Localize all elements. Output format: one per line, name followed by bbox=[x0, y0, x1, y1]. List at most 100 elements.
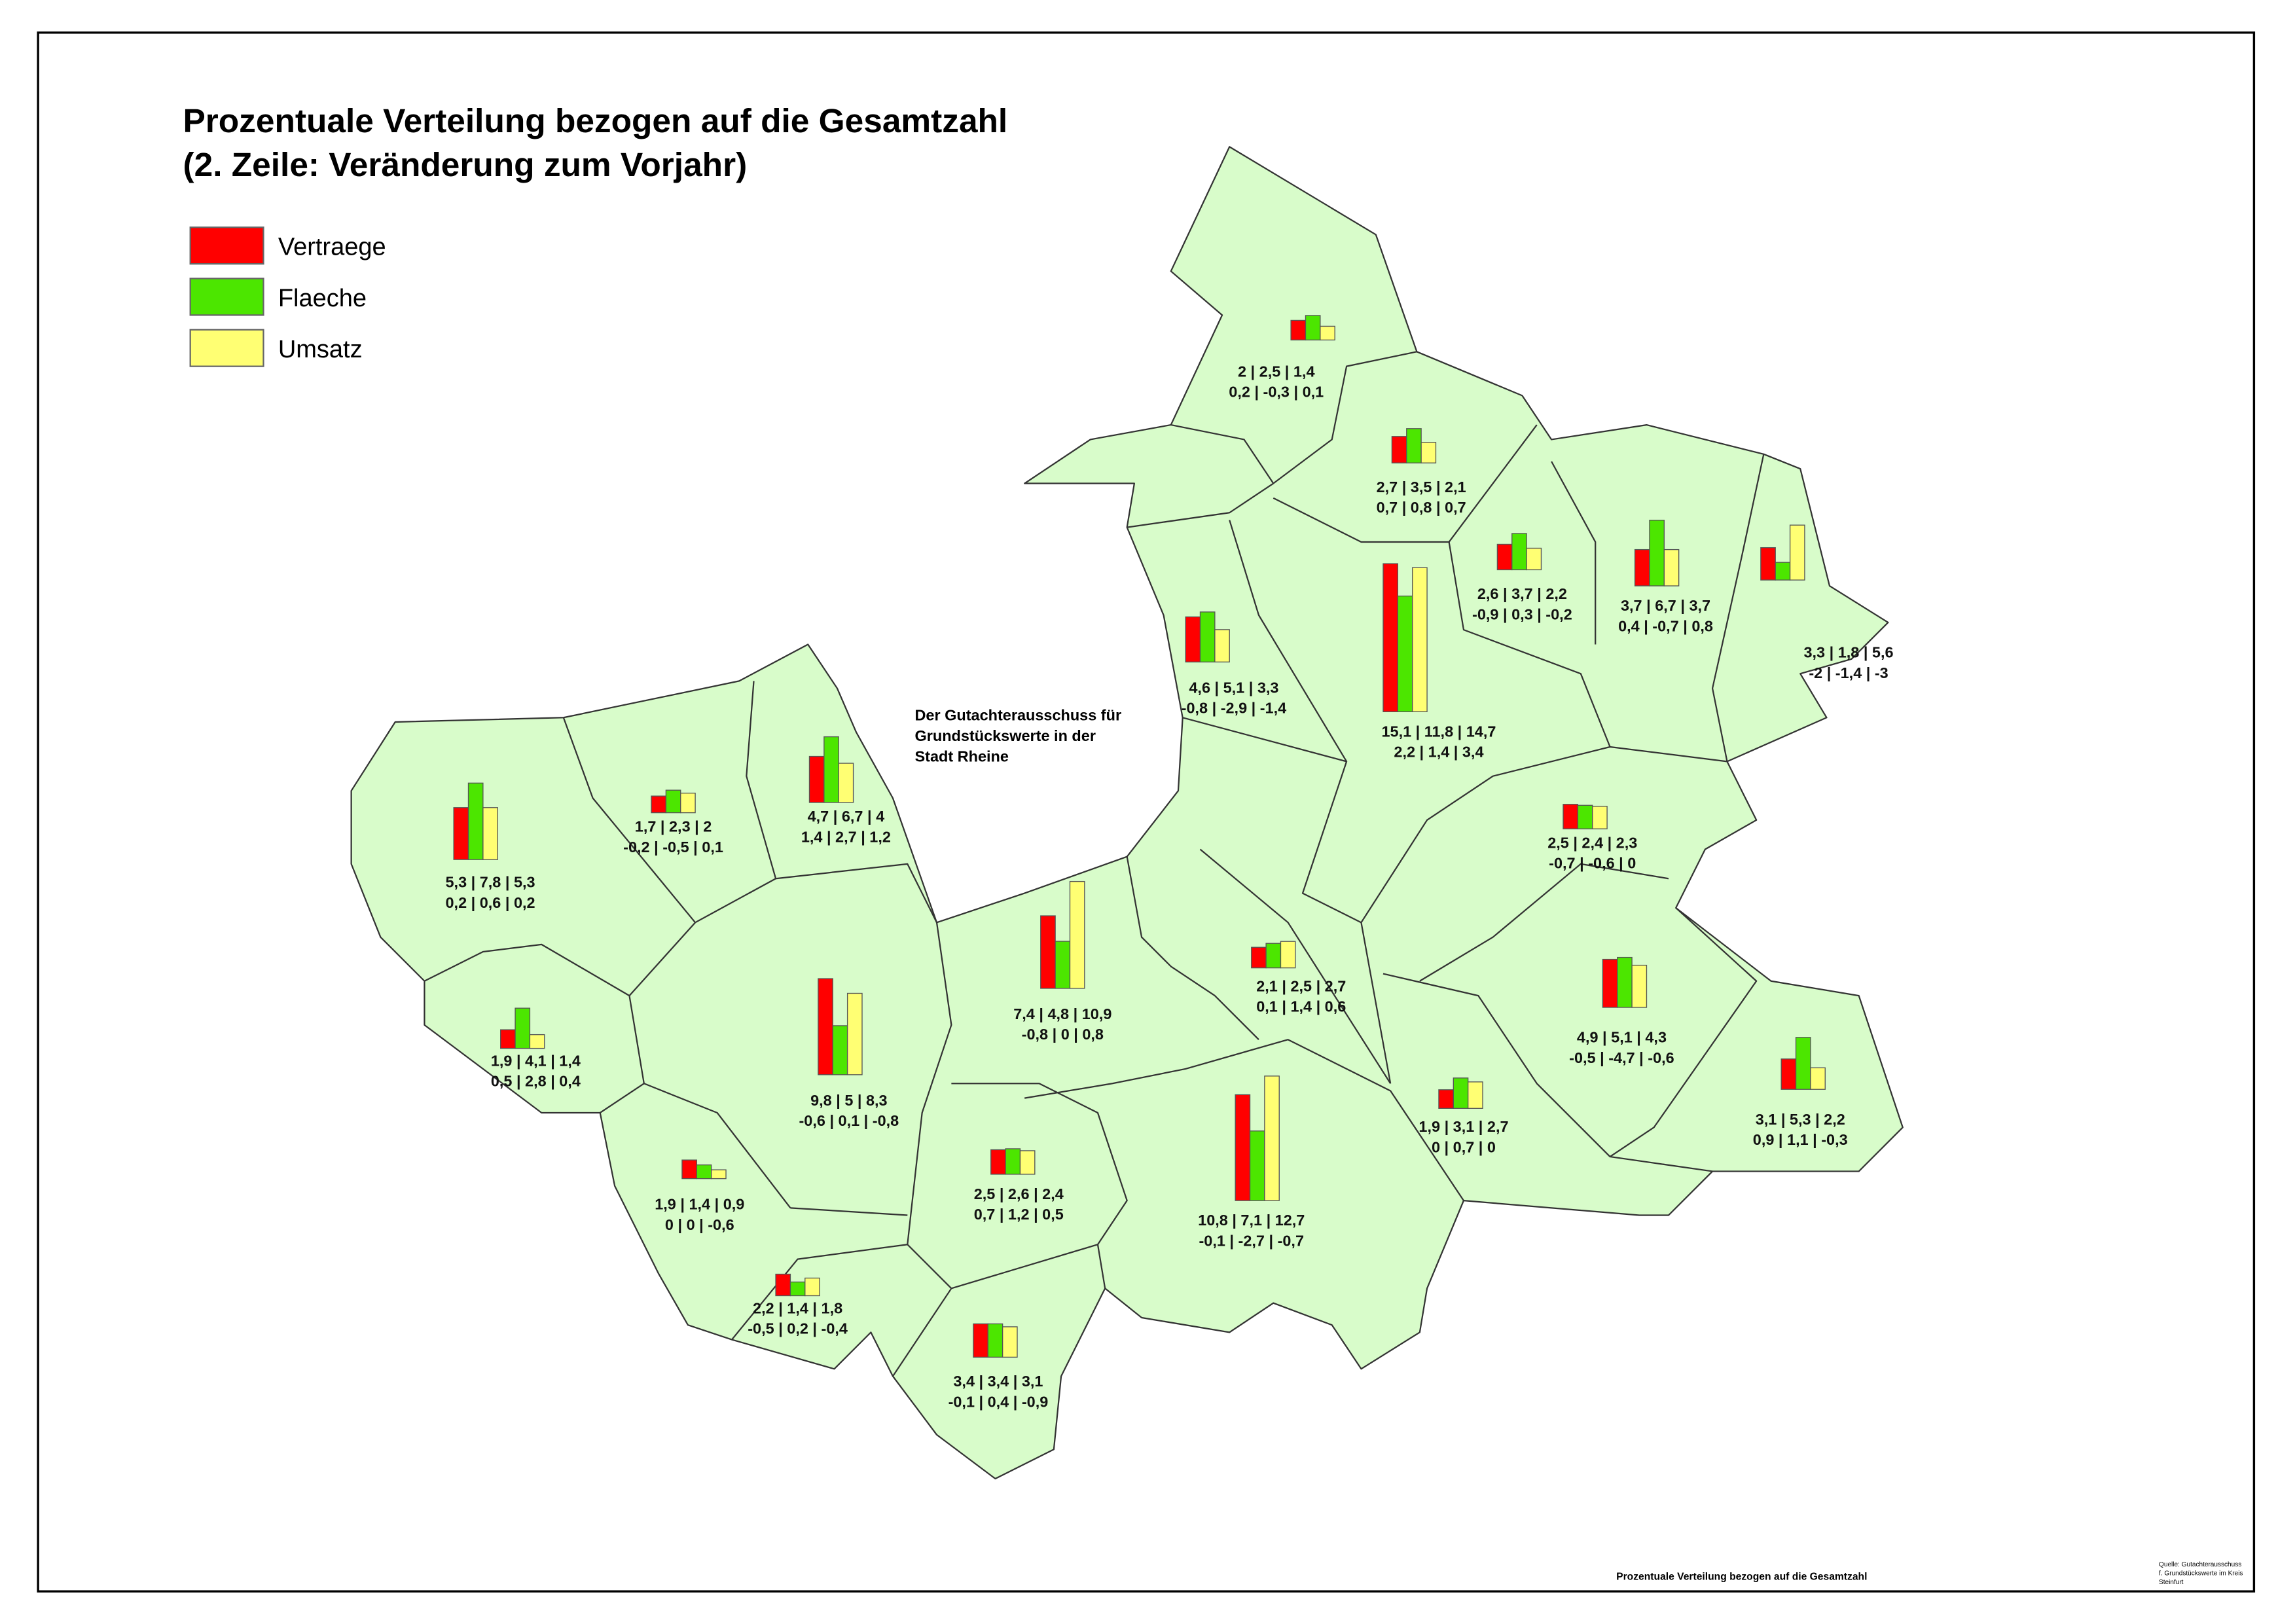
bar bbox=[1795, 1037, 1811, 1090]
bar bbox=[1251, 947, 1267, 969]
region-change-label: 2,2 | 1,4 | 3,4 bbox=[1394, 744, 1483, 761]
bar bbox=[1617, 956, 1633, 1008]
region-chart: 4,9 | 5,1 | 4,3 -0,5 | -4,7 | -0,6 bbox=[1569, 956, 1674, 1066]
region-change-label: 0,9 | 1,1 | -0,3 bbox=[1753, 1131, 1848, 1148]
region-chart: 2 | 2,5 | 1,4 0,2 | -0,3 | 0,1 bbox=[1229, 315, 1335, 401]
region-change-label: 0,5 | 2,8 | 0,4 bbox=[491, 1073, 581, 1090]
bar bbox=[1406, 428, 1422, 463]
region-value-label: 15,1 | 11,8 | 14,7 bbox=[1381, 723, 1496, 740]
region-change-label: -0,2 | -0,5 | 0,1 bbox=[623, 839, 723, 856]
region-chart: 9,8 | 5 | 8,3 -0,6 | 0,1 | -0,8 bbox=[799, 978, 899, 1129]
annotation: Der Gutachterausschuss für Grundstückswe… bbox=[914, 707, 1121, 765]
region-value-label: 2,5 | 2,6 | 2,4 bbox=[974, 1185, 1064, 1202]
bar bbox=[987, 1323, 1003, 1358]
region-value-label: 3,1 | 5,3 | 2,2 bbox=[1756, 1111, 1845, 1128]
title-line: Prozentuale Verteilung bezogen auf die G… bbox=[183, 101, 1007, 139]
region-chart: 10,8 | 7,1 | 12,7 -0,1 | -2,7 | -0,7 bbox=[1198, 1075, 1305, 1249]
region-value-label: 2 | 2,5 | 1,4 bbox=[1238, 363, 1315, 380]
bar bbox=[711, 1169, 727, 1180]
bar bbox=[651, 795, 667, 814]
region-change-label: 0,4 | -0,7 | 0,8 bbox=[1618, 617, 1713, 634]
bar bbox=[1511, 533, 1527, 571]
bar bbox=[1760, 547, 1776, 581]
region-value-label: 4,6 | 5,1 | 3,3 bbox=[1189, 679, 1278, 696]
bar bbox=[1005, 1148, 1021, 1175]
bar bbox=[1069, 880, 1085, 989]
region-change-label: -2 | -1,4 | -3 bbox=[1809, 664, 1888, 681]
bar bbox=[1789, 524, 1805, 581]
bar bbox=[1055, 941, 1071, 989]
annotation-line: Grundstückswerte in der bbox=[914, 727, 1095, 744]
bar bbox=[1382, 563, 1399, 713]
region-change-label: -0,7 | -0,6 | 0 bbox=[1549, 855, 1636, 872]
source-line: Steinfurt bbox=[2159, 1579, 2184, 1586]
region-chart: 5,3 | 7,8 | 5,3 0,2 | 0,6 | 0,2 bbox=[446, 782, 535, 911]
legend-swatch bbox=[189, 278, 264, 316]
region-value-label: 2,7 | 3,5 | 2,1 bbox=[1377, 478, 1466, 496]
bar bbox=[1280, 941, 1296, 969]
region-value-label: 7,4 | 4,8 | 10,9 bbox=[1013, 1005, 1111, 1022]
bar bbox=[1040, 915, 1056, 989]
bar bbox=[1810, 1067, 1826, 1090]
bar bbox=[823, 736, 839, 803]
region-chart: 2,2 | 1,4 | 1,8 -0,5 | 0,2 | -0,4 bbox=[748, 1273, 848, 1337]
legend-label: Flaeche bbox=[278, 285, 367, 312]
region-change-label: 0,7 | 0,8 | 0,7 bbox=[1377, 499, 1466, 516]
source-line: Quelle: Gutachterausschuss bbox=[2159, 1561, 2241, 1568]
region-value-label: 4,7 | 6,7 | 4 bbox=[808, 808, 885, 825]
district-boundaries bbox=[424, 351, 1765, 1377]
bar bbox=[1631, 964, 1648, 1008]
source-line: f. Grundstückswerte im Kreis bbox=[2159, 1570, 2243, 1578]
region-change-label: -0,8 | 0 | 0,8 bbox=[1022, 1026, 1104, 1043]
region-chart: 2,7 | 3,5 | 2,1 0,7 | 0,8 | 0,7 bbox=[1377, 428, 1466, 516]
bar bbox=[1002, 1326, 1018, 1358]
region-value-label: 2,6 | 3,7 | 2,2 bbox=[1477, 585, 1567, 602]
region-chart: 1,9 | 1,4 | 0,9 0 | 0 | -0,6 bbox=[655, 1159, 744, 1233]
bar bbox=[832, 1025, 848, 1075]
region-chart: 4,7 | 6,7 | 4 1,4 | 2,7 | 1,2 bbox=[801, 736, 891, 845]
bar bbox=[500, 1029, 516, 1049]
legend-label: Vertraege bbox=[278, 234, 386, 261]
region-chart: 1,7 | 2,3 | 2 -0,2 | -0,5 | 0,1 bbox=[623, 789, 723, 856]
bar bbox=[1249, 1130, 1265, 1201]
region-chart: 3,7 | 6,7 | 3,7 0,4 | -0,7 | 0,8 bbox=[1618, 519, 1713, 634]
title-line: (2. Zeile: Veränderung zum Vorjahr) bbox=[183, 145, 747, 183]
region-chart: 2,5 | 2,4 | 2,3 -0,7 | -0,6 | 0 bbox=[1547, 804, 1637, 872]
legend-swatch bbox=[189, 329, 264, 367]
bar bbox=[1592, 806, 1608, 829]
bar bbox=[1577, 804, 1593, 829]
region-chart: 7,4 | 4,8 | 10,9 -0,8 | 0 | 0,8 bbox=[1013, 880, 1111, 1043]
region-chart: 2,6 | 3,7 | 2,2 -0,9 | 0,3 | -0,2 bbox=[1472, 533, 1572, 623]
frame bbox=[37, 31, 2256, 1593]
region-chart: 3,4 | 3,4 | 3,1 -0,1 | 0,4 | -0,9 bbox=[949, 1323, 1048, 1410]
region-value-label: 2,1 | 2,5 | 2,7 bbox=[1256, 977, 1346, 994]
bar bbox=[1420, 442, 1437, 463]
bar bbox=[681, 1159, 697, 1180]
bar bbox=[1438, 1089, 1454, 1109]
region-value-label: 1,9 | 1,4 | 0,9 bbox=[655, 1196, 744, 1213]
region-change-label: 0 | 0,7 | 0 bbox=[1432, 1138, 1496, 1155]
bar bbox=[1468, 1081, 1483, 1109]
region-change-label: 1,4 | 2,7 | 1,2 bbox=[801, 828, 891, 845]
bar bbox=[775, 1273, 791, 1297]
region-chart: 4,6 | 5,1 | 3,3 -0,8 | -2,9 | -1,4 bbox=[1182, 611, 1286, 717]
bar bbox=[1775, 562, 1791, 581]
bar bbox=[1320, 325, 1335, 341]
region-chart: 3,1 | 5,3 | 2,2 0,9 | 1,1 | -0,3 bbox=[1753, 1037, 1848, 1148]
region-value-label: 10,8 | 7,1 | 12,7 bbox=[1198, 1212, 1305, 1229]
bar bbox=[1214, 629, 1230, 662]
bar bbox=[1019, 1150, 1036, 1175]
bar bbox=[1290, 319, 1307, 341]
bar bbox=[990, 1149, 1006, 1175]
bar bbox=[1453, 1077, 1469, 1109]
region-chart: 1,9 | 3,1 | 2,7 0 | 0,7 | 0 bbox=[1419, 1077, 1509, 1155]
region-change-label: -0,5 | 0,2 | -0,4 bbox=[748, 1320, 848, 1337]
bar bbox=[1265, 943, 1282, 969]
legend-swatch bbox=[189, 226, 264, 265]
region-chart: 2,5 | 2,6 | 2,4 0,7 | 1,2 | 0,5 bbox=[974, 1148, 1064, 1223]
region-change-label: 0,1 | 1,4 | 0,6 bbox=[1256, 998, 1346, 1015]
bar bbox=[973, 1323, 988, 1358]
footer: Prozentuale Verteilung bezogen auf die G… bbox=[1616, 1571, 1867, 1582]
